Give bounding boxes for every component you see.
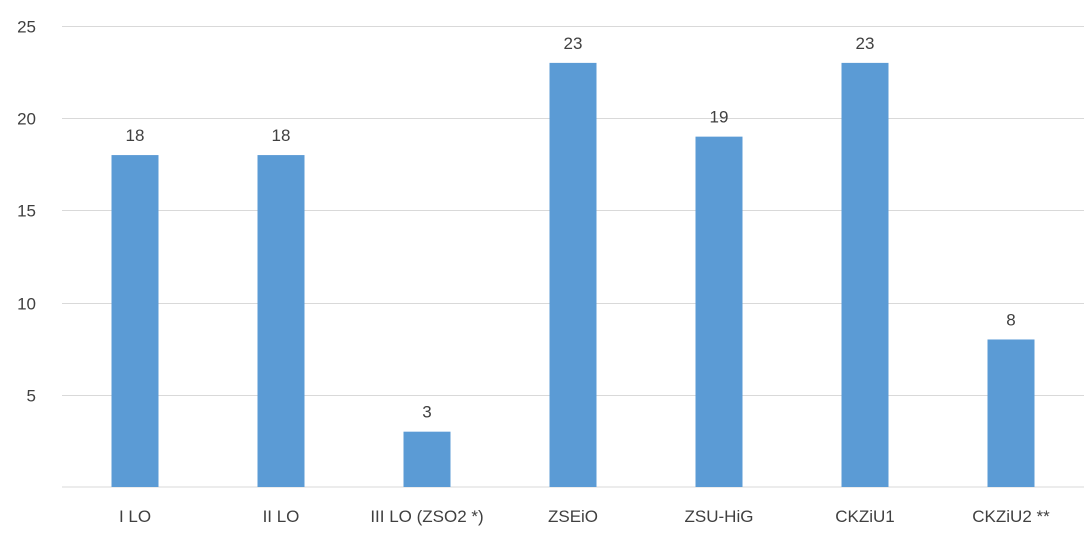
- bar-value-label: 8: [1006, 310, 1015, 329]
- bar-value-label: 23: [856, 34, 875, 53]
- bar: [257, 155, 305, 487]
- y-tick-label: 20: [17, 110, 36, 129]
- bar: [841, 62, 889, 487]
- bar: [549, 62, 597, 487]
- y-tick-label: 10: [17, 295, 36, 314]
- bar: [987, 339, 1035, 487]
- x-category-label: CKZiU1: [835, 507, 895, 526]
- bar-value-label: 19: [710, 108, 729, 127]
- x-category-label: III LO (ZSO2 *): [370, 507, 483, 526]
- x-axis-categories: I LO II LO III LO (ZSO2 *) ZSEiO ZSU-HiG CKZi…: [119, 507, 1050, 526]
- bars: [111, 62, 1035, 487]
- data-labels: 18 18 3 23 19 23 8: [126, 34, 1016, 422]
- x-category-label: ZSU-HiG: [685, 507, 754, 526]
- x-category-label: CKZiU2 **: [972, 507, 1050, 526]
- x-category-label: I LO: [119, 507, 151, 526]
- bar: [111, 155, 159, 487]
- bar-value-label: 18: [126, 126, 145, 145]
- y-tick-label: 25: [17, 18, 36, 37]
- bar-value-label: 18: [272, 126, 291, 145]
- y-axis-ticks: 5 10 15 20 25: [17, 18, 36, 406]
- x-category-label: II LO: [263, 507, 300, 526]
- bar-value-label: 23: [564, 34, 583, 53]
- bar: [403, 431, 451, 487]
- x-category-label: ZSEiO: [548, 507, 598, 526]
- bar-value-label: 3: [422, 403, 431, 422]
- y-tick-label: 15: [17, 202, 36, 221]
- bar: [695, 136, 743, 487]
- y-tick-label: 5: [27, 387, 36, 406]
